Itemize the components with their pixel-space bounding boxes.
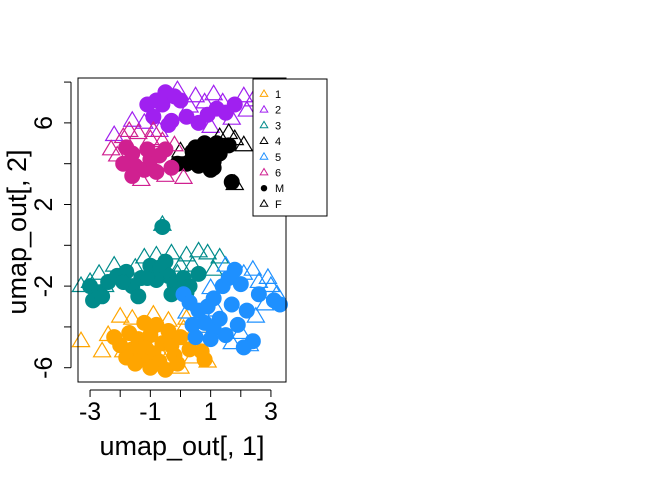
y-tick-label: -2 [30,275,58,297]
legend-box [252,78,328,217]
point-m-group-1 [169,355,186,372]
point-m-group-2 [172,92,189,109]
x-tick-label: -1 [139,398,161,426]
legend-label: 2 [275,105,281,117]
point-f-group-6 [173,167,194,184]
point-m-group-5 [238,302,255,319]
point-m-group-5 [235,339,252,356]
point-m-group-5 [226,261,243,278]
legend-symbol-circle [260,185,268,192]
point-f-group-4 [234,135,254,152]
point-f-group-3 [188,241,209,258]
point-m-group-4 [205,159,222,176]
point-m-group-5 [232,276,249,293]
legend-symbol-triangle [259,120,269,129]
x-axis: -3 -1 1 3 [79,389,278,426]
legend-symbol-triangle [259,104,269,113]
y-tick-label: 6 [30,116,58,130]
point-m-group-6 [139,141,156,158]
point-f-group-6 [128,122,148,140]
point-f-group-1 [122,308,142,325]
point-m-group-1 [127,355,144,372]
plot-frame [77,77,287,383]
point-m-group-3 [94,288,111,305]
point-m-group-3 [130,288,147,305]
point-m-group-3 [190,265,207,282]
point-m-group-2 [226,96,243,113]
point-m-group-6 [157,141,174,158]
point-f-group-3 [89,263,109,280]
point-f-group-3 [198,243,218,260]
legend-symbol-triangle [259,167,269,176]
point-m-group-3 [115,274,132,291]
point-f-group-5 [243,259,263,276]
x-axis-title: umap_out[, 1] [99,431,264,461]
point-m-group-4 [223,174,240,191]
point-f-group-2 [234,86,254,103]
point-m-group-2 [145,108,162,125]
data-points [71,80,288,378]
point-m-group-6 [148,163,165,180]
y-tick-label: -6 [30,357,58,379]
legend-symbol-triangle [259,89,269,97]
point-f-group-5 [261,275,281,293]
point-m-group-2 [154,96,171,113]
point-f-group-2 [204,84,224,101]
legend-symbol-triangle [259,198,269,207]
point-m-group-3 [139,269,156,286]
x-tick-label: 1 [204,398,218,426]
point-m-group-5 [265,292,282,309]
legend-label: 3 [275,120,281,132]
legend-symbol-triangle [259,151,269,160]
point-m-group-6 [115,155,132,172]
point-m-group-1 [142,359,159,376]
point-f-group-2 [237,100,257,117]
legend-label: 1 [275,89,281,101]
point-f-group-2 [185,86,206,103]
point-m-group-6 [163,159,180,176]
point-m-group-5 [250,286,267,303]
point-f-group-2 [104,124,124,142]
point-f-group-2 [201,116,221,133]
point-m-group-4 [220,137,237,154]
point-m-group-5 [205,290,222,307]
point-m-group-3 [154,218,171,235]
point-m-group-5 [217,327,234,344]
point-m-group-5 [229,316,246,333]
point-m-group-1 [196,351,213,368]
y-axis: -6 -2 2 6 [30,81,72,379]
point-m-group-5 [223,296,240,313]
x-tick-label: -3 [79,398,101,426]
point-m-group-2 [160,116,177,133]
point-m-group-5 [202,331,219,348]
point-f-group-6 [143,120,163,138]
x-tick-label: 3 [264,398,278,426]
y-tick-label: 2 [30,198,58,212]
legend-symbol-triangle [259,136,269,144]
point-m-group-1 [136,314,153,331]
point-f-group-6 [119,120,139,138]
legend: 1 2 3 4 5 6 MF [252,78,328,217]
point-m-group-1 [106,329,123,346]
point-f-group-1 [92,341,112,358]
point-f-group-3 [176,245,197,262]
point-m-group-3 [157,253,174,270]
legend-label: 5 [275,152,281,164]
point-f-group-1 [71,331,91,348]
y-axis-title: umap_out[, 2] [2,149,32,314]
point-f-group-1 [110,306,130,323]
point-m-group-6 [124,167,141,184]
legend-label: 4 [275,136,281,148]
point-m-group-5 [187,329,204,346]
point-m-group-4 [199,139,216,156]
point-m-group-4 [184,143,201,160]
point-f-group-6 [101,139,121,156]
point-m-group-5 [211,310,228,327]
point-f-group-3 [210,247,230,264]
point-f-group-3 [204,259,224,276]
legend-label: F [275,199,282,211]
legend-label: 6 [275,168,281,180]
legend-label: M [275,183,284,195]
